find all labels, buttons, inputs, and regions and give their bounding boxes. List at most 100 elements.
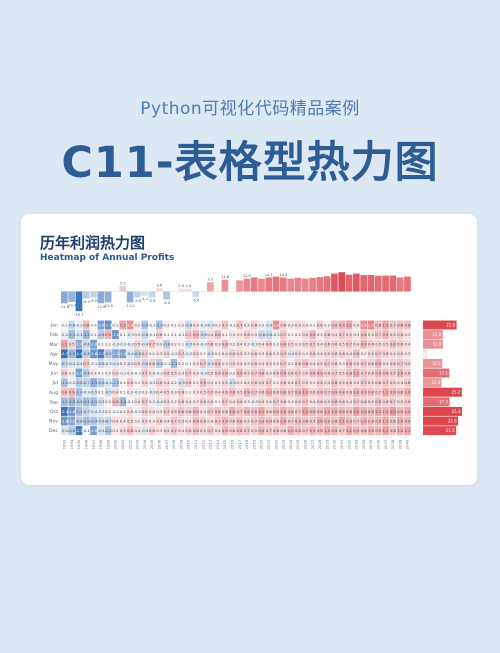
cell-label: 0.6 xyxy=(339,399,346,404)
cell-label: 0.3 xyxy=(288,322,295,327)
cell-label: 0.8 xyxy=(331,399,338,404)
cell-label: -0.8 xyxy=(75,380,83,385)
cell-label: 0.6 xyxy=(222,390,229,395)
annual-bar xyxy=(243,278,251,292)
heatmap-cell xyxy=(61,387,68,397)
cell-label: 0.7 xyxy=(237,409,244,414)
month-label: Jun xyxy=(50,371,58,377)
cell-label: 0.8 xyxy=(266,418,273,423)
heatmap-cell xyxy=(119,416,127,426)
cell-label: 0.4 xyxy=(295,322,302,327)
heatmap-cell xyxy=(104,368,112,378)
heatmap-cell xyxy=(316,406,324,416)
cell-label: 0.8 xyxy=(83,322,90,327)
heatmap-cell xyxy=(258,426,265,436)
heatmap-cell xyxy=(367,387,375,397)
heatmap-cell xyxy=(119,387,127,397)
cell-label: 0.3 xyxy=(156,342,163,347)
heatmap-cell xyxy=(353,397,360,407)
heatmap-cell xyxy=(134,406,141,416)
heatmap-cell xyxy=(338,368,346,378)
heatmap-cell xyxy=(367,358,375,368)
heatmap-cell xyxy=(221,349,229,359)
cell-label: 1.2 xyxy=(383,428,390,433)
cell-label: 0.8 xyxy=(361,428,368,433)
heatmap-cell xyxy=(214,406,221,416)
heatmap-cell xyxy=(323,378,331,388)
cell-label: -0.2 xyxy=(272,332,280,337)
annual-bar xyxy=(75,291,83,312)
cell-label: -1.8 xyxy=(112,332,120,337)
heatmap-cell xyxy=(316,426,324,436)
heatmap-cell xyxy=(353,368,360,378)
heatmap-cell xyxy=(265,320,273,330)
heatmap-cell xyxy=(338,406,346,416)
heatmap-cell xyxy=(382,406,389,416)
cell-label: 0.6 xyxy=(331,342,338,347)
cell-label: 0.6 xyxy=(251,322,258,327)
cell-label: 0.4 xyxy=(178,428,185,433)
monthly-bar xyxy=(423,378,442,388)
monthly-bar xyxy=(423,349,427,359)
heatmap-cell xyxy=(323,320,331,330)
heatmap-cell xyxy=(389,358,397,368)
cell-label: 0.8 xyxy=(222,370,229,375)
cell-label: -0.4 xyxy=(207,322,215,327)
heatmap-cell xyxy=(280,397,287,407)
annual-bar xyxy=(404,276,411,292)
annual-bar-label: 5.5 xyxy=(120,281,126,285)
cell-label: 0.8 xyxy=(339,390,346,395)
cell-label: 0.5 xyxy=(302,342,309,347)
annual-bar xyxy=(287,278,294,292)
year-label: 2016 xyxy=(230,439,235,449)
heatmap-cell xyxy=(280,358,287,368)
heatmap-cell xyxy=(316,378,324,388)
cell-label: -0.1 xyxy=(126,399,134,404)
cell-label: 0.6 xyxy=(149,428,156,433)
heatmap-cell xyxy=(396,320,404,330)
heatmap-cell xyxy=(104,406,112,416)
cell-label: -0.1 xyxy=(112,409,120,414)
cell-label: 0.2 xyxy=(134,418,141,423)
heatmap-cell xyxy=(236,416,243,426)
heatmap-cell xyxy=(155,387,163,397)
cell-label: 1.0 xyxy=(288,428,295,433)
heatmap-cell xyxy=(294,349,302,359)
cell-label: 0.5 xyxy=(302,370,309,375)
cell-label: 0.8 xyxy=(390,418,397,423)
heatmap-cell xyxy=(396,330,404,340)
heatmap-cell xyxy=(301,378,309,388)
heatmap-cell xyxy=(301,368,309,378)
cell-label: -1.6 xyxy=(97,322,105,327)
heatmap-cell xyxy=(345,426,353,436)
cell-label: 1.2 xyxy=(353,409,360,414)
heatmap-cell xyxy=(192,387,200,397)
cell-label: 0.6 xyxy=(397,332,404,337)
heatmap-cell xyxy=(323,368,331,378)
heatmap-cell xyxy=(90,406,97,416)
month-label: Jul xyxy=(51,380,58,386)
heatmap-cell xyxy=(404,368,411,378)
cell-label: 0.6 xyxy=(288,370,295,375)
heatmap-cell xyxy=(280,426,287,436)
cell-label: 0.9 xyxy=(273,409,280,414)
year-label: 2022 xyxy=(273,439,278,449)
cell-label: 0.6 xyxy=(404,399,411,404)
heatmap-cell xyxy=(185,368,192,378)
annual-bar xyxy=(323,276,331,292)
heatmap-cell xyxy=(228,426,236,436)
cell-label: 1.3 xyxy=(390,409,397,414)
heatmap-cell xyxy=(228,349,236,359)
cell-label: 0.3 xyxy=(134,332,141,337)
cell-label: 0.2 xyxy=(288,361,295,366)
heatmap-cell xyxy=(141,368,148,378)
heatmap-cell xyxy=(61,320,68,330)
cell-label: 0.3 xyxy=(237,380,244,385)
year-label: 2011 xyxy=(193,439,198,449)
cell-label: 0.4 xyxy=(324,380,331,385)
heatmap-cell xyxy=(353,349,360,359)
heatmap-cell xyxy=(331,368,338,378)
cell-label: 0.5 xyxy=(164,428,171,433)
heatmap-cell xyxy=(331,426,338,436)
heatmap-cell xyxy=(258,358,265,368)
